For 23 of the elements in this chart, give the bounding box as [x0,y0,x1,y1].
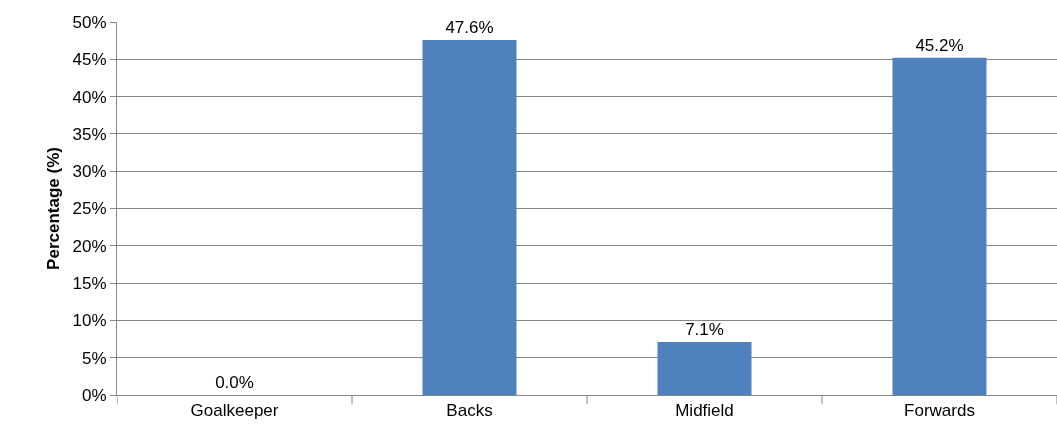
x-tick-label: Midfield [675,401,734,421]
y-tick-label: 5% [82,348,107,368]
y-tick-label: 50% [72,12,107,32]
y-tick-label: 0% [82,385,107,405]
y-tick-label: 35% [72,124,107,144]
x-tick-label: Forwards [904,401,975,421]
bar [422,39,517,395]
bar [892,57,987,395]
data-label: 7.1% [685,320,724,340]
y-tick-label: 10% [72,311,107,331]
y-axis-title: Percentage (%) [44,147,64,270]
x-tick-label: Goalkeeper [190,401,279,421]
data-label: 45.2% [915,35,964,55]
x-tick-label: Backs [446,401,493,421]
y-tick-label: 15% [72,274,107,294]
y-tick-label: 20% [72,236,107,256]
y-tick-label: 30% [72,162,107,182]
data-label: 0.0% [215,373,254,392]
data-label: 47.6% [445,17,494,37]
y-tick-label: 25% [72,199,107,219]
y-tick-label: 45% [72,50,107,70]
bar [657,342,752,395]
y-tick-label: 40% [72,87,107,107]
